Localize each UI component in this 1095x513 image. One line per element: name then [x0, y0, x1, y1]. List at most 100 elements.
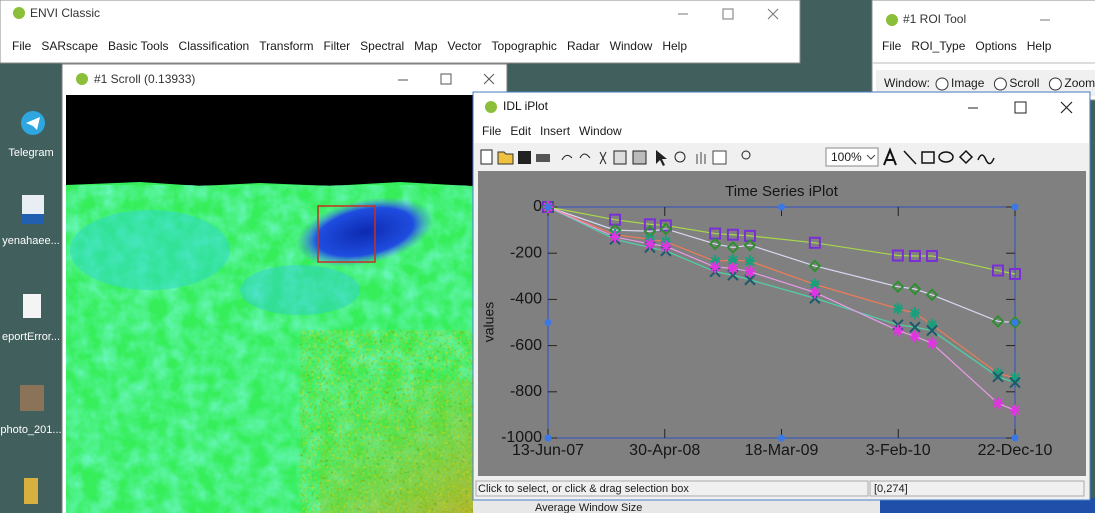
- document-icon: [23, 294, 41, 318]
- menu-item[interactable]: Topographic: [492, 39, 557, 53]
- icon-label[interactable]: photo_201...: [0, 424, 61, 436]
- selection-handle: [1012, 204, 1019, 211]
- y-axis-title: values: [481, 302, 497, 342]
- selection-handle: [545, 435, 552, 442]
- menu-item[interactable]: Window: [579, 124, 622, 138]
- y-tick-label: -600: [510, 337, 542, 354]
- menu-item[interactable]: Transform: [259, 39, 313, 53]
- point: [910, 307, 920, 319]
- point: [910, 330, 920, 342]
- coordinates: [0,274]: [874, 483, 908, 495]
- menu-item[interactable]: Edit: [510, 124, 531, 138]
- menu-item[interactable]: Spectral: [360, 39, 404, 53]
- zoom-value[interactable]: 100%: [831, 150, 862, 164]
- y-tick-label: -400: [510, 291, 542, 308]
- selection-handle: [545, 204, 552, 211]
- envi-window: [0, 0, 800, 63]
- menu-item[interactable]: Classification: [179, 39, 250, 53]
- menu-item[interactable]: Insert: [540, 124, 571, 138]
- radio-label[interactable]: Zoom: [1064, 76, 1095, 90]
- new-icon[interactable]: [481, 150, 492, 164]
- radio-label[interactable]: Image: [951, 76, 985, 90]
- menu-item[interactable]: File: [882, 39, 902, 53]
- screen: #1 Scroll (0.13933) Telegram yenahaee... e…: [0, 0, 1095, 513]
- iplot-titlebar: [474, 93, 1089, 121]
- point: [745, 255, 755, 267]
- selection-handle: [778, 435, 785, 442]
- point: [927, 337, 937, 349]
- paste-icon[interactable]: [633, 151, 646, 164]
- point: [810, 286, 820, 298]
- menu-item[interactable]: ROI_Type: [911, 39, 965, 53]
- point: [1010, 404, 1020, 416]
- menu-item[interactable]: Options: [975, 39, 1016, 53]
- menu-item[interactable]: SARscape: [41, 39, 98, 53]
- y-tick-label: -800: [510, 383, 542, 400]
- radio[interactable]: [994, 78, 1006, 90]
- chart-title: Time Series iPlot: [725, 183, 839, 200]
- y-tick-label: 0: [533, 198, 542, 215]
- scroll-window: [62, 64, 507, 513]
- image-cyan: [70, 210, 230, 290]
- menu-item[interactable]: Filter: [323, 39, 350, 53]
- menu-item[interactable]: Map: [414, 39, 438, 53]
- point: [927, 319, 937, 331]
- app-icon: [886, 14, 898, 26]
- x-tick-label: 3-Feb-10: [866, 442, 931, 459]
- point: [893, 303, 903, 315]
- x-tick-label: 18-Mar-09: [745, 442, 819, 459]
- radio-label[interactable]: Scroll: [1009, 76, 1039, 90]
- point: [661, 240, 671, 252]
- x-tick-label: 13-Jun-07: [512, 442, 584, 459]
- radio[interactable]: [1049, 78, 1061, 90]
- point: [745, 266, 755, 278]
- x-tick-label: 22-Dec-10: [978, 442, 1053, 459]
- scroll-image: [66, 95, 506, 513]
- selection-handle: [778, 204, 785, 211]
- app-icon: [76, 73, 88, 85]
- y-tick-label: -200: [510, 244, 542, 261]
- photo-icon: [20, 385, 44, 411]
- print-icon[interactable]: [536, 154, 550, 162]
- selection-handle: [1012, 435, 1019, 442]
- radio[interactable]: [936, 78, 948, 90]
- app-icon: [13, 7, 25, 19]
- image-cyan: [240, 265, 360, 315]
- status-text: Click to select, or click & drag selecti…: [478, 483, 689, 495]
- menu-item[interactable]: Basic Tools: [108, 39, 168, 53]
- menu-item[interactable]: File: [12, 39, 32, 53]
- point: [728, 262, 738, 274]
- menu-item[interactable]: Window: [610, 39, 653, 53]
- selection-handle: [1012, 319, 1019, 326]
- menu-item[interactable]: Radar: [567, 39, 600, 53]
- menu-item[interactable]: Vector: [448, 39, 482, 53]
- save-icon[interactable]: [518, 151, 531, 164]
- dwg-band: [22, 214, 44, 224]
- x-tick-label: 30-Apr-08: [629, 442, 700, 459]
- plot-icon[interactable]: [713, 151, 726, 164]
- envi-frame: [0, 0, 800, 63]
- menu-item[interactable]: File: [482, 124, 502, 138]
- icon-label[interactable]: Telegram: [8, 147, 53, 159]
- page: { "desktop": {"icons": ["Telegram", "yen…: [0, 0, 1095, 513]
- folder-icon: [24, 478, 38, 504]
- point: [993, 397, 1003, 409]
- point: [893, 325, 903, 337]
- point: [710, 261, 720, 273]
- copy-icon[interactable]: [614, 151, 626, 164]
- menu-item[interactable]: Help: [662, 39, 687, 53]
- field-label: Average Window Size: [535, 502, 642, 513]
- window-title: ENVI Classic: [30, 6, 100, 20]
- point: [645, 238, 655, 250]
- app-icon: [485, 101, 497, 113]
- window-title: #1 Scroll (0.13933): [94, 72, 195, 86]
- window-title: #1 ROI Tool: [903, 12, 966, 26]
- point: [610, 231, 620, 243]
- icon-label[interactable]: eportError...: [2, 331, 60, 343]
- open-icon[interactable]: [498, 152, 513, 164]
- window-title: IDL iPlot: [503, 99, 549, 113]
- radio-label: Window:: [884, 76, 930, 90]
- selection-handle: [545, 319, 552, 326]
- icon-label[interactable]: yenahaee...: [2, 235, 60, 247]
- menu-item[interactable]: Help: [1027, 39, 1052, 53]
